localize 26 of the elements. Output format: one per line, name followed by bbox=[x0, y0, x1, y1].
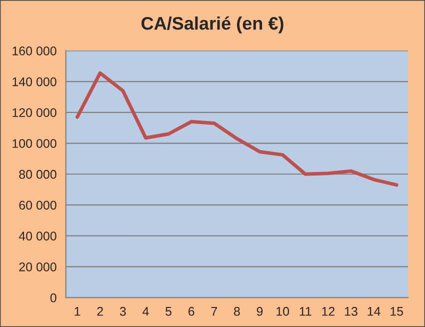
y-tick-label: 80 000 bbox=[19, 170, 56, 179]
x-tick-label: 2 bbox=[97, 306, 103, 316]
y-tick-label: 100 000 bbox=[12, 139, 56, 148]
x-tick-label: 3 bbox=[120, 306, 126, 316]
x-tick-label: 8 bbox=[234, 306, 240, 316]
chart-title: CA/Salarié (en €) bbox=[142, 16, 284, 34]
x-tick-label: 15 bbox=[390, 307, 404, 316]
x-tick-label: 7 bbox=[211, 307, 217, 316]
x-tick-label: 5 bbox=[166, 307, 172, 316]
x-tick-label: 9 bbox=[256, 306, 263, 316]
x-tick-label: 6 bbox=[188, 306, 194, 316]
y-tick-label: 120 000 bbox=[12, 108, 56, 118]
y-tick-label: 140 000 bbox=[12, 77, 56, 86]
y-tick-label: 40 000 bbox=[18, 232, 56, 240]
line-series bbox=[76, 71, 398, 187]
y-tick-label: 60 000 bbox=[19, 200, 56, 210]
x-tick-label: 11 bbox=[300, 307, 312, 316]
y-tick-label: 20 000 bbox=[19, 262, 56, 272]
x-tick-label: 4 bbox=[142, 307, 149, 316]
x-tick-label: 12 bbox=[322, 306, 334, 316]
x-tick-label: 14 bbox=[368, 307, 380, 316]
y-tick-label: 160 000 bbox=[12, 46, 56, 56]
x-tick-label: 1 bbox=[74, 307, 80, 316]
x-tick-label: 10 bbox=[276, 306, 290, 316]
y-tick-label: 0 bbox=[50, 293, 56, 302]
x-tick-label: 13 bbox=[344, 306, 358, 316]
